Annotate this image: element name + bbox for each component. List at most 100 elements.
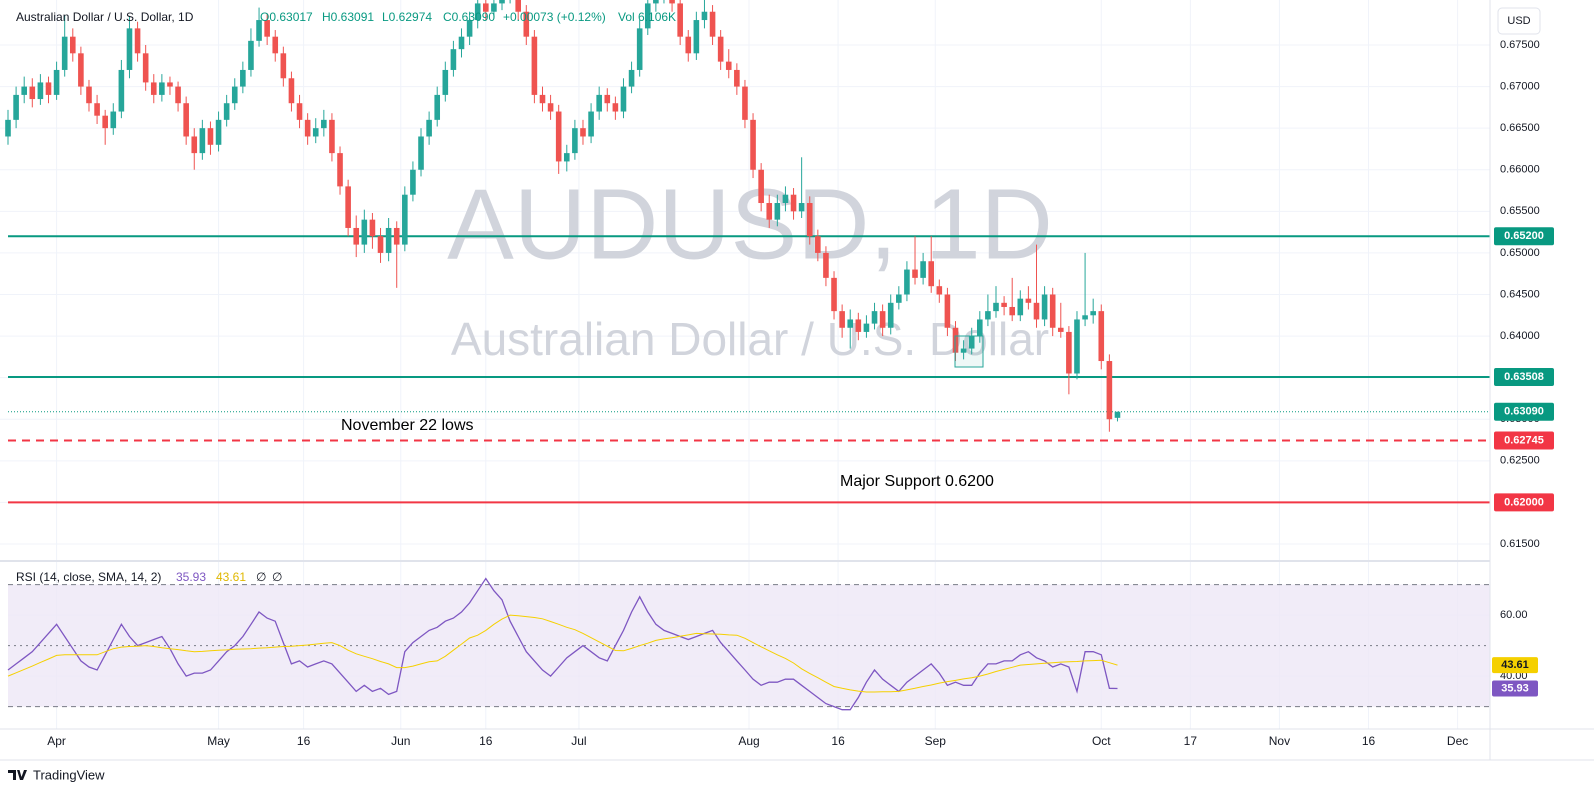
x-tick-label: Dec [1447, 734, 1468, 748]
candle-body [167, 82, 173, 87]
candle-body [175, 86, 181, 104]
status-value: L0.62974 [382, 10, 432, 24]
annotation: Major Support 0.6200 [840, 473, 994, 490]
candle-body [361, 219, 368, 245]
candle-body [701, 11, 708, 21]
candle-body [1074, 319, 1080, 374]
candle-body [240, 69, 246, 87]
y-tick-label: 0.64500 [1500, 288, 1540, 300]
annotation: November 22 lows [341, 417, 474, 434]
x-tick-label: 16 [297, 734, 311, 748]
y-tick-label: 0.65500 [1500, 205, 1540, 217]
watermark: AUDUSD, 1D [447, 168, 1053, 280]
candle-body [539, 94, 546, 104]
candle-body [855, 319, 862, 332]
x-tick-label: May [207, 734, 230, 748]
candle-body [677, 3, 683, 37]
rsi-value: 35.93 [176, 570, 206, 584]
candle-body [296, 103, 303, 120]
candle-body [434, 94, 441, 120]
candle-body [53, 69, 60, 95]
level-label: 0.63090 [1504, 406, 1544, 418]
candle-body [1049, 294, 1056, 328]
candle-body [345, 186, 351, 228]
candle-body [29, 86, 36, 100]
candle-body [491, 3, 497, 12]
candle-body [815, 236, 821, 253]
candle-body [1106, 361, 1113, 420]
candle-body [669, 0, 675, 4]
candle-body [142, 53, 149, 83]
candle-body [709, 11, 716, 37]
candle-body [928, 261, 935, 287]
x-tick-label: Aug [738, 734, 759, 748]
candle-body [572, 128, 578, 154]
candle-body [1033, 302, 1040, 320]
x-tick-label: Jul [571, 734, 586, 748]
y-tick-label: 0.67500 [1500, 39, 1540, 51]
candle-body [1025, 298, 1032, 303]
candle-body [847, 319, 854, 328]
candle-body [831, 277, 837, 312]
candle-body [904, 269, 910, 295]
candle-body [879, 311, 886, 328]
candle-body [806, 203, 813, 237]
candle-body [337, 153, 343, 187]
y-tick-label: 0.65000 [1500, 247, 1540, 259]
status-value: C0.63090 [443, 10, 495, 24]
x-tick-label: 16 [479, 734, 493, 748]
candle-body [191, 136, 198, 154]
y-tick-label: 0.61500 [1500, 538, 1540, 550]
candle-body [118, 69, 125, 112]
candle-body [5, 119, 11, 137]
y-tick-label: 0.62500 [1500, 455, 1540, 467]
candle-body [94, 103, 100, 116]
candle-body [644, 3, 651, 29]
candle-body [636, 28, 643, 70]
candle-body [418, 136, 424, 170]
x-tick-label: Nov [1269, 734, 1290, 748]
x-tick-label: Sep [925, 734, 947, 748]
currency-box[interactable] [1497, 7, 1541, 35]
x-tick-label: 17 [1184, 734, 1198, 748]
candle-body [782, 194, 789, 204]
candle-body [426, 119, 432, 137]
candle-body [199, 128, 206, 154]
candle-body [377, 236, 384, 253]
candle-body [231, 86, 238, 104]
candle-body [685, 36, 692, 54]
candle-body [1082, 315, 1088, 320]
na-value: ∅ [256, 570, 266, 584]
candle-body [13, 94, 19, 120]
candle-body [78, 53, 84, 87]
candle-body [312, 128, 319, 137]
candle-body [604, 94, 611, 104]
candle-body [653, 0, 659, 4]
candle-body [159, 82, 165, 95]
candle-body [1066, 331, 1072, 374]
candle-body [150, 82, 157, 95]
candle-body [450, 49, 457, 70]
brand-logo [8, 770, 27, 780]
candle-body [1017, 298, 1024, 316]
candle-body [798, 203, 805, 212]
candle-body [1009, 306, 1015, 316]
currency[interactable]: USD [1507, 15, 1530, 27]
candle-body [580, 128, 586, 137]
candle-body [968, 336, 975, 349]
plot [5, 0, 1490, 711]
candle-body [256, 20, 262, 41]
candle-body [223, 103, 230, 120]
candle-body [329, 119, 335, 154]
candle-body [977, 319, 983, 337]
candle-body [442, 69, 449, 95]
sma-value: 43.61 [216, 570, 246, 584]
status-value: Vol 6.106K [618, 10, 676, 24]
level-label-box [1494, 493, 1554, 512]
candle-body [183, 103, 189, 137]
candle-body [563, 153, 570, 162]
candle-body [960, 348, 967, 353]
level-label: 0.62745 [1504, 434, 1544, 446]
candle-body [758, 169, 764, 204]
level-label-box [1494, 227, 1554, 246]
